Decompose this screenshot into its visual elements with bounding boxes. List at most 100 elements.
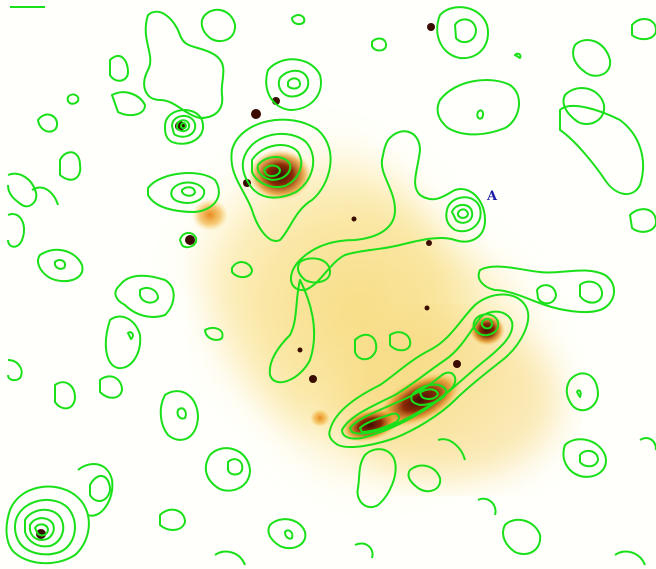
source-label-a: A xyxy=(487,189,498,204)
contour xyxy=(204,327,224,341)
contour xyxy=(639,437,656,451)
point-source xyxy=(427,23,435,31)
contour xyxy=(477,265,615,314)
contour xyxy=(559,104,645,195)
contour xyxy=(562,86,606,125)
point-source xyxy=(251,109,261,119)
contour xyxy=(159,508,186,531)
contour xyxy=(576,389,582,398)
contour xyxy=(37,113,59,133)
contour xyxy=(287,77,301,90)
clump-west xyxy=(192,199,228,231)
contour xyxy=(472,313,500,337)
contour xyxy=(176,407,187,420)
clump-north xyxy=(248,149,312,201)
contour xyxy=(99,375,123,399)
contour xyxy=(7,213,26,248)
contour xyxy=(227,458,244,476)
diffuse-emission xyxy=(158,115,561,506)
contour xyxy=(328,293,530,448)
contour xyxy=(139,287,159,304)
contour xyxy=(263,164,281,178)
contour xyxy=(143,10,225,119)
contour xyxy=(230,118,332,242)
contour xyxy=(256,156,292,181)
contour xyxy=(77,463,114,517)
contour xyxy=(53,258,66,270)
contour xyxy=(477,497,497,516)
contour xyxy=(457,208,469,219)
contour xyxy=(359,412,400,433)
contour xyxy=(24,508,65,548)
contour xyxy=(181,186,196,197)
contour xyxy=(104,315,142,370)
point-source xyxy=(426,240,432,246)
contour xyxy=(171,115,197,138)
contour xyxy=(354,542,374,559)
contour xyxy=(200,8,237,43)
point-source xyxy=(297,347,303,353)
contour xyxy=(277,69,310,98)
contour xyxy=(631,18,656,41)
contour xyxy=(410,383,448,406)
contour xyxy=(204,447,251,492)
contour xyxy=(176,119,191,133)
contour xyxy=(407,464,442,493)
contour xyxy=(565,372,599,412)
contour xyxy=(291,14,306,26)
contour xyxy=(31,186,59,206)
contour xyxy=(241,132,315,199)
contour xyxy=(111,91,146,117)
contour xyxy=(502,518,542,555)
contour xyxy=(114,274,175,318)
contour xyxy=(14,498,76,556)
point-source xyxy=(424,305,430,311)
point-source xyxy=(351,216,357,222)
contour xyxy=(284,529,294,540)
contour xyxy=(436,6,490,60)
contour xyxy=(536,284,557,305)
clump-small-south xyxy=(310,409,330,427)
contour xyxy=(514,52,522,59)
point-source xyxy=(36,529,46,539)
contour xyxy=(37,248,84,283)
contour xyxy=(579,280,604,304)
contour xyxy=(28,517,55,541)
point-source xyxy=(185,235,195,245)
contour xyxy=(179,232,198,249)
contour xyxy=(7,359,23,382)
contour xyxy=(476,109,485,120)
point-source xyxy=(309,375,317,383)
contour xyxy=(341,310,514,440)
contour xyxy=(127,331,134,340)
contour xyxy=(290,130,486,292)
contour xyxy=(265,58,322,111)
contour xyxy=(147,172,220,213)
point-source xyxy=(453,360,461,368)
contour xyxy=(579,449,599,468)
contour xyxy=(267,518,307,550)
contour xyxy=(371,37,388,52)
contour xyxy=(389,331,412,352)
contour xyxy=(268,279,316,384)
contour xyxy=(251,144,303,188)
contour xyxy=(89,475,111,502)
contour xyxy=(572,39,612,77)
contour xyxy=(34,523,49,537)
contour xyxy=(445,196,482,233)
contour xyxy=(437,438,466,461)
contour xyxy=(159,390,199,441)
contour xyxy=(164,108,205,145)
contour xyxy=(109,54,129,82)
contour xyxy=(296,257,331,284)
contour xyxy=(562,438,607,478)
contour xyxy=(7,172,38,208)
contour xyxy=(354,333,378,361)
contour xyxy=(454,18,477,44)
contour xyxy=(349,371,457,435)
contour xyxy=(180,122,187,130)
contour xyxy=(629,208,656,233)
contour xyxy=(436,79,520,136)
